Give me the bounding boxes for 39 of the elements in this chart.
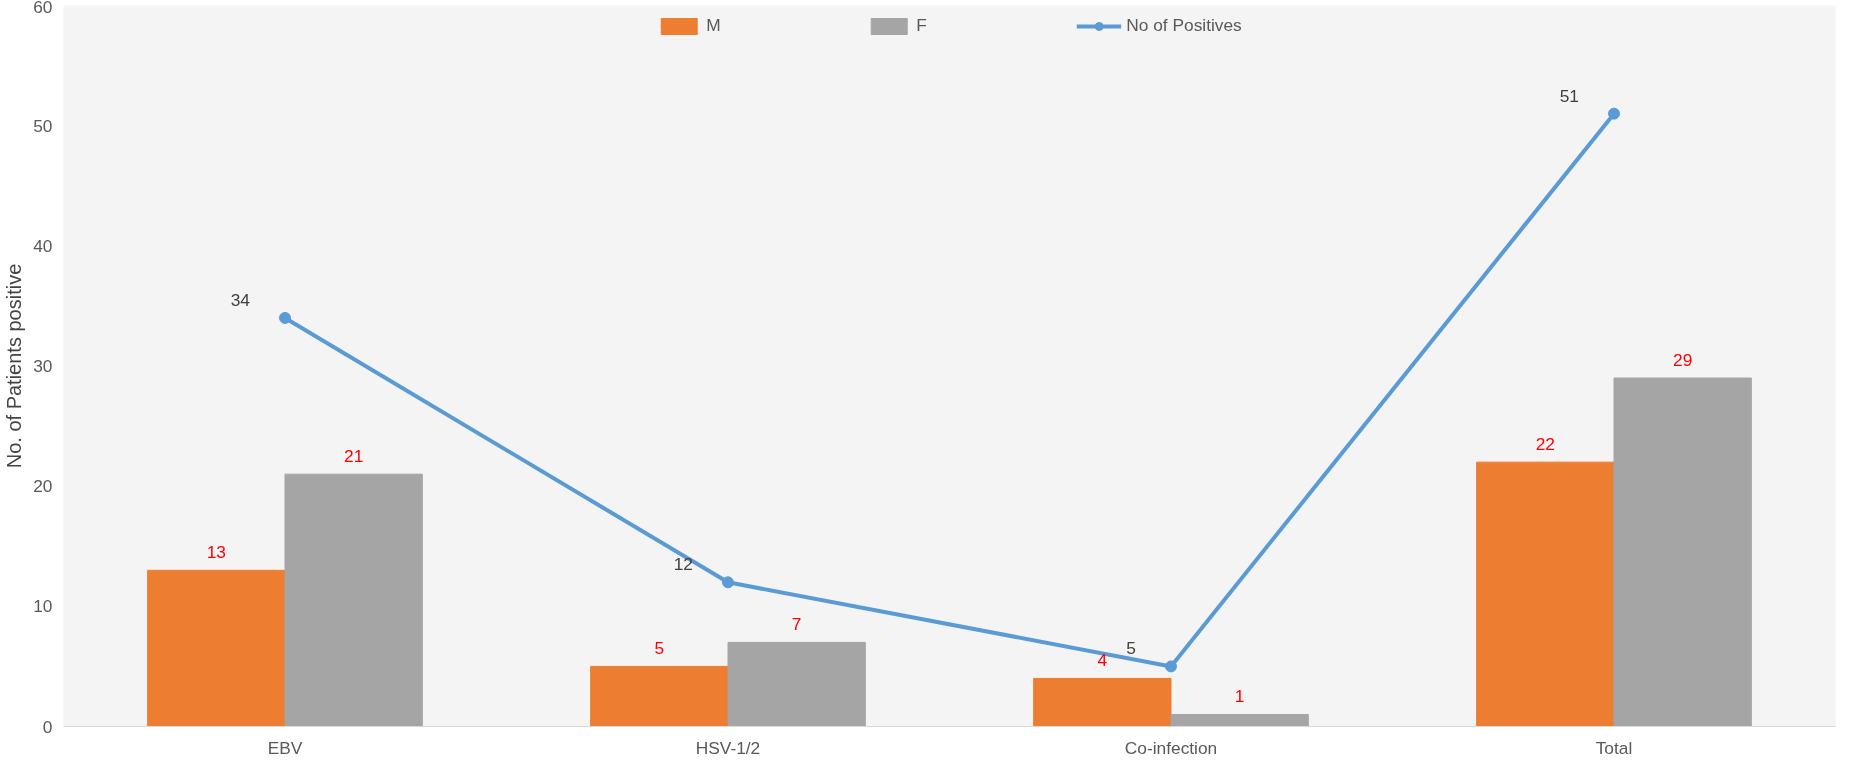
bar [147,569,286,727]
point [279,311,291,324]
y-tick-label: 50 [33,115,53,136]
y-tick-label: 60 [33,0,53,17]
y-tick-label: 20 [33,476,53,497]
data-label: 29 [1673,350,1693,371]
data-label: 5 [654,638,665,659]
x-tick-label: Co-infection [1124,737,1218,758]
bar [590,665,729,727]
data-label: 7 [791,614,802,635]
data-label: 13 [206,542,226,563]
x-tick-label: HSV-1/2 [695,737,761,758]
bar [1033,677,1172,727]
bar [1170,713,1309,727]
point [1608,107,1620,120]
data-label: 51 [1559,85,1580,106]
data-label: 4 [1097,650,1108,671]
data-label: 1 [1234,686,1245,707]
bar [1613,377,1752,727]
data-label: 21 [344,446,364,467]
y-tick-label: 40 [33,235,53,256]
y-axis-title: No. of Patients positive [3,263,26,469]
point [722,576,734,589]
data-label: 22 [1535,434,1555,455]
point [1165,660,1177,673]
bar [1476,461,1615,727]
legend-label: M [706,15,722,36]
x-tick-label: Total [1595,737,1633,758]
y-tick-label: 0 [42,716,53,737]
y-tick-label: 30 [33,356,53,376]
bar [284,473,423,727]
bar [727,641,866,727]
data-label: 34 [230,289,251,310]
data-label: 5 [1126,638,1136,659]
legend-label: No of Positives [1126,15,1242,36]
data-label: 12 [673,554,694,575]
legend-label: F [916,15,928,36]
y-tick-label: 10 [33,596,53,617]
x-tick-label: EBV [267,737,303,758]
